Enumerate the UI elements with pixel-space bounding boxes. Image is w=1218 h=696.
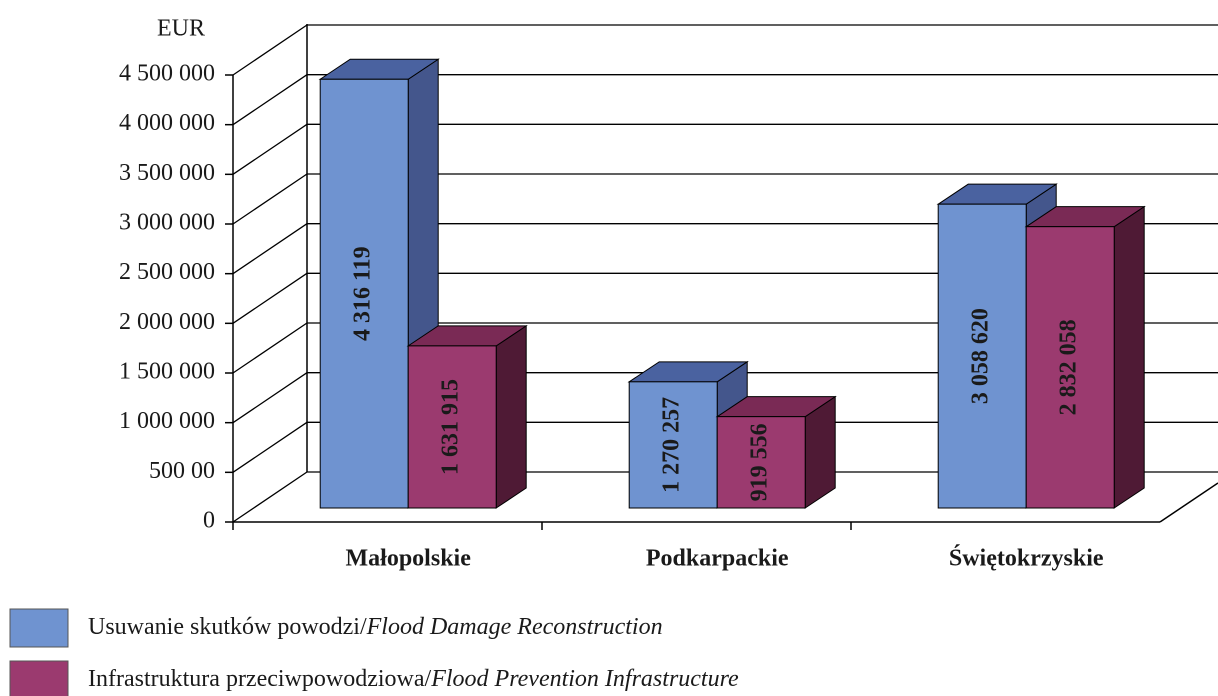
y-tick-label: 4 500 000 bbox=[119, 61, 215, 87]
value-label: 1 270 257 bbox=[659, 397, 685, 493]
value-label: 4 316 119 bbox=[350, 246, 376, 341]
y-tick-label: 3 000 000 bbox=[119, 210, 215, 236]
legend-label: Usuwanie skutków powodzi/Flood Damage Re… bbox=[88, 614, 663, 640]
grid-line bbox=[232, 471, 1218, 523]
bar bbox=[937, 203, 1027, 509]
grid-line bbox=[232, 173, 1218, 225]
y-tick-label: 2 500 000 bbox=[119, 259, 215, 285]
grid-line bbox=[232, 322, 1218, 374]
legend-label: Infrastruktura przeciwpowodziowa/Flood P… bbox=[88, 666, 739, 692]
y-tick-label: 4 000 000 bbox=[119, 110, 215, 136]
x-tick-label: Świętokrzyskie bbox=[949, 545, 1104, 572]
value-label: 3 058 620 bbox=[968, 308, 994, 404]
value-label: 919 556 bbox=[747, 423, 773, 501]
grid-line bbox=[232, 223, 1218, 275]
value-label: 1 631 915 bbox=[438, 379, 464, 475]
legend-label-part: Flood Damage Reconstruction bbox=[366, 614, 663, 640]
x-tick-label: Małopolskie bbox=[346, 546, 472, 572]
legend-label-part: Infrastruktura przeciwpowodziowa/ bbox=[88, 666, 432, 692]
y-tick-label: 3 500 000 bbox=[119, 160, 215, 186]
bar bbox=[407, 345, 497, 509]
bar-side bbox=[1113, 205, 1145, 509]
legend-label-part: Flood Prevention Infrastructure bbox=[430, 666, 739, 692]
y-tick-label: 500 00 bbox=[149, 458, 215, 484]
y-tick-label: 1 000 000 bbox=[119, 408, 215, 434]
grid-line bbox=[232, 372, 1218, 424]
value-label: 2 832 058 bbox=[1056, 319, 1082, 415]
y-tick-label: 1 500 000 bbox=[119, 359, 215, 385]
grid-line bbox=[232, 24, 1218, 76]
y-tick-label: 0 bbox=[203, 508, 215, 534]
grid-line bbox=[232, 123, 1218, 175]
x-tick-label: Podkarpackie bbox=[646, 546, 789, 572]
legend-swatch bbox=[9, 608, 69, 648]
y-tick-label: 2 000 000 bbox=[119, 309, 215, 335]
bar bbox=[1025, 226, 1115, 509]
legend-label-part: Usuwanie skutków powodzi/ bbox=[88, 614, 367, 640]
floor-edge bbox=[1159, 482, 1218, 523]
grid-line bbox=[232, 421, 1218, 473]
bar-side bbox=[495, 324, 527, 509]
grid-line bbox=[232, 74, 1218, 126]
legend-swatch bbox=[9, 660, 69, 696]
grid-line bbox=[232, 272, 1218, 324]
bar bbox=[319, 78, 409, 509]
y-axis-unit: EUR bbox=[157, 16, 205, 42]
bar bbox=[716, 416, 806, 509]
